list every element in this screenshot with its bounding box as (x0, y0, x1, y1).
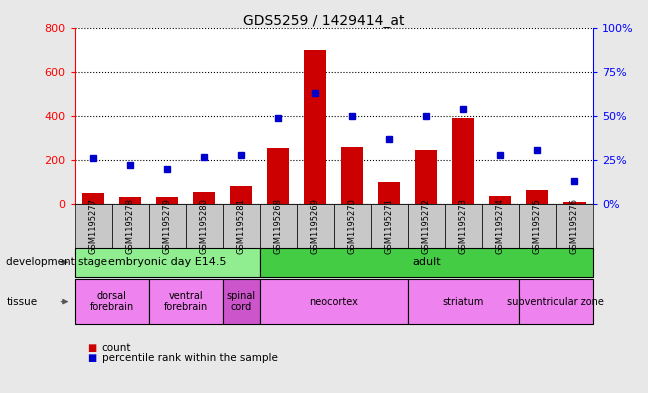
Text: development stage: development stage (6, 257, 108, 267)
Text: striatum: striatum (443, 297, 484, 307)
Bar (415, 150, 437, 204)
Bar (193, 192, 215, 204)
Text: subventricular zone: subventricular zone (507, 297, 605, 307)
Text: GSM1195273: GSM1195273 (459, 198, 468, 254)
Text: GSM1195279: GSM1195279 (163, 198, 172, 254)
Text: GSM1195270: GSM1195270 (348, 198, 357, 254)
Text: GSM1195278: GSM1195278 (126, 198, 135, 254)
Text: adult: adult (412, 257, 441, 267)
Text: embryonic day E14.5: embryonic day E14.5 (108, 257, 226, 267)
Text: dorsal
forebrain: dorsal forebrain (89, 291, 133, 312)
Text: GSM1195269: GSM1195269 (310, 198, 319, 254)
Text: GSM1195275: GSM1195275 (533, 198, 542, 254)
Text: GSM1195272: GSM1195272 (422, 198, 431, 254)
Text: GSM1195280: GSM1195280 (200, 198, 209, 254)
Text: GSM1195268: GSM1195268 (273, 198, 283, 254)
Text: neocortex: neocortex (309, 297, 358, 307)
Text: count: count (102, 343, 132, 353)
Text: ventral
forebrain: ventral forebrain (163, 291, 208, 312)
Bar (452, 118, 474, 204)
Text: GDS5259 / 1429414_at: GDS5259 / 1429414_at (243, 14, 405, 28)
Bar (304, 50, 327, 204)
Text: GSM1195271: GSM1195271 (385, 198, 394, 254)
Text: ■: ■ (87, 353, 97, 363)
Bar (119, 196, 141, 204)
Text: GSM1195281: GSM1195281 (237, 198, 246, 254)
Text: GSM1195277: GSM1195277 (89, 198, 98, 254)
Text: GSM1195276: GSM1195276 (570, 198, 579, 254)
Text: GSM1195274: GSM1195274 (496, 198, 505, 254)
Bar (156, 196, 178, 204)
Bar (267, 148, 289, 204)
Bar (489, 195, 511, 204)
Bar (341, 147, 364, 204)
Bar (563, 202, 586, 204)
Bar (526, 190, 548, 204)
Bar (378, 182, 400, 204)
Text: ■: ■ (87, 343, 97, 353)
Bar (230, 185, 252, 204)
Text: percentile rank within the sample: percentile rank within the sample (102, 353, 277, 363)
Bar (82, 193, 104, 204)
Text: tissue: tissue (6, 297, 38, 307)
Text: spinal
cord: spinal cord (227, 291, 256, 312)
